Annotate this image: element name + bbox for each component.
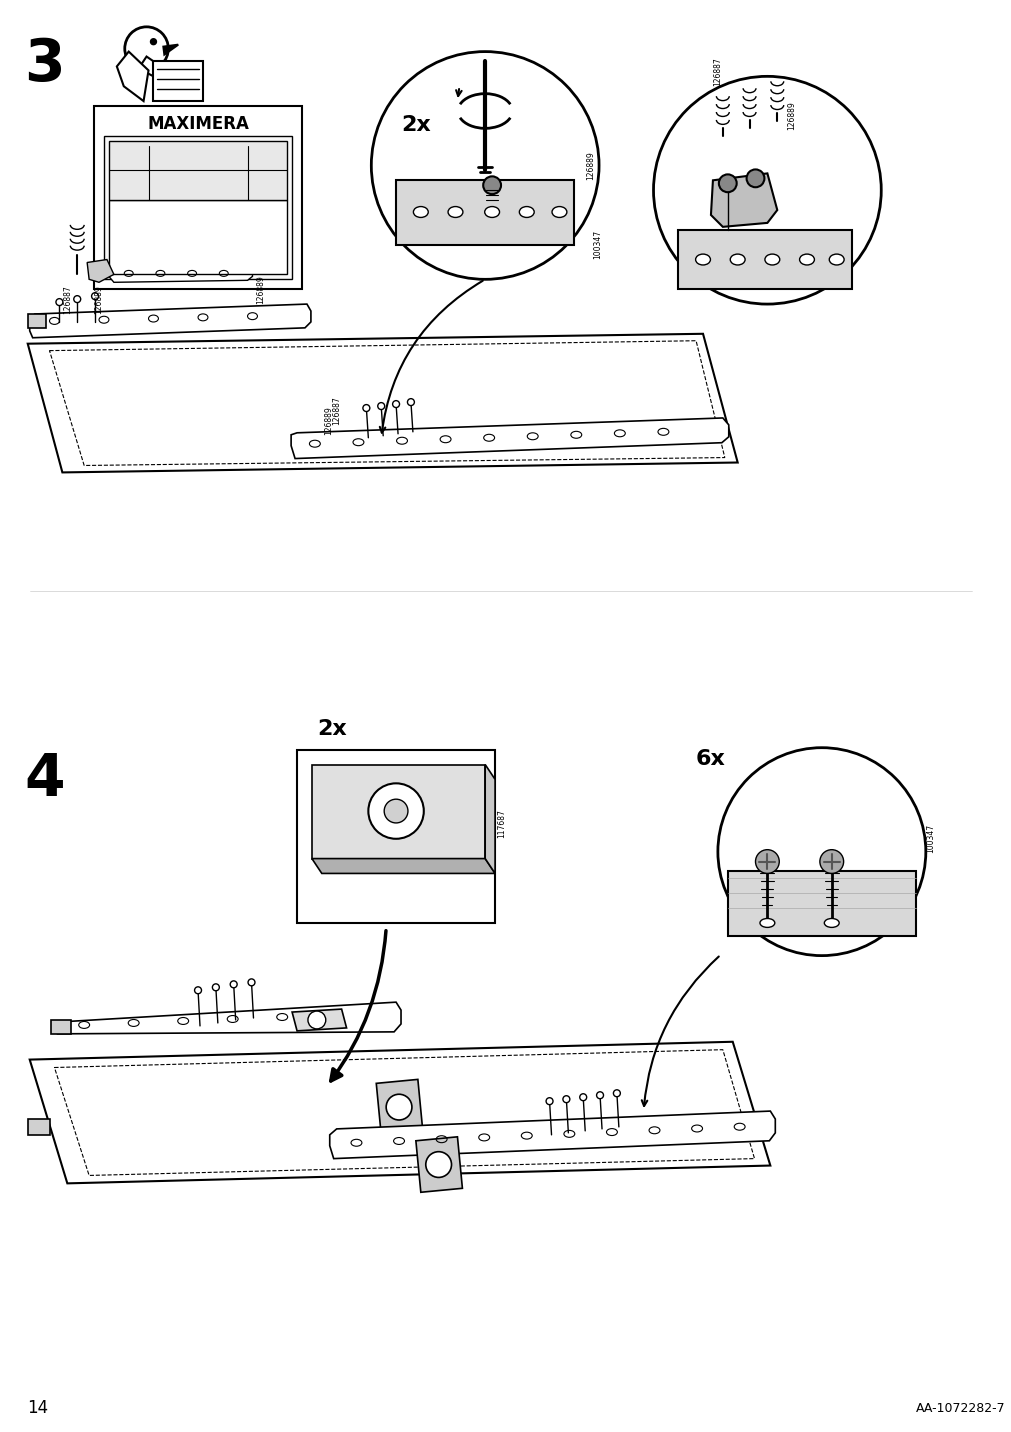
Ellipse shape [730,253,744,265]
Circle shape [613,1090,620,1097]
Polygon shape [29,304,310,338]
Bar [677,229,850,289]
Circle shape [212,984,219,991]
Polygon shape [376,1080,423,1134]
Text: 126889: 126889 [256,275,265,304]
Polygon shape [330,1111,774,1158]
Circle shape [746,169,763,188]
Bar [52,1020,71,1034]
Polygon shape [55,1002,400,1034]
Text: 126889: 126889 [324,407,333,435]
Circle shape [426,1151,451,1177]
Text: 6x: 6x [696,749,725,769]
Circle shape [124,27,168,70]
Circle shape [151,39,157,44]
Polygon shape [104,136,292,279]
Circle shape [371,52,599,279]
Bar [27,1118,50,1134]
Circle shape [384,799,407,823]
Polygon shape [139,56,168,76]
Circle shape [392,401,399,408]
Ellipse shape [551,206,566,218]
Polygon shape [292,1010,346,1031]
Polygon shape [87,259,114,282]
Polygon shape [311,765,484,859]
Text: 126887: 126887 [63,285,72,314]
Polygon shape [163,44,178,54]
Text: 126889: 126889 [586,152,595,180]
Polygon shape [311,859,494,874]
Polygon shape [291,418,728,458]
Circle shape [546,1098,552,1104]
Circle shape [307,1011,326,1030]
Circle shape [248,979,255,985]
Circle shape [377,402,384,410]
Polygon shape [711,173,776,226]
Text: 3: 3 [24,36,65,93]
Text: 100347: 100347 [925,825,934,853]
Polygon shape [484,765,494,874]
Bar [727,872,915,937]
Polygon shape [29,1041,769,1183]
Polygon shape [109,262,253,282]
Circle shape [579,1094,586,1101]
Text: 100347: 100347 [593,231,602,259]
Circle shape [386,1094,411,1120]
Circle shape [562,1095,569,1103]
Circle shape [482,176,500,195]
Circle shape [229,981,237,988]
Circle shape [194,987,201,994]
Text: 2x: 2x [316,719,346,739]
Circle shape [407,398,413,405]
Text: AA-1072282-7: AA-1072282-7 [915,1402,1004,1415]
Text: 14: 14 [27,1399,49,1418]
Circle shape [653,76,881,304]
Ellipse shape [764,253,779,265]
Text: MAXIMERA: MAXIMERA [147,115,249,133]
Bar [297,750,494,924]
Ellipse shape [484,206,499,218]
Polygon shape [109,140,287,200]
Bar [395,180,573,245]
Text: 126887: 126887 [332,397,341,425]
Text: 126887: 126887 [713,57,722,86]
Text: 117687: 117687 [497,809,507,838]
Circle shape [92,292,98,299]
Circle shape [718,175,736,192]
Ellipse shape [519,206,534,218]
Bar [154,62,203,102]
Circle shape [363,405,369,411]
Circle shape [755,849,778,874]
Circle shape [56,299,63,305]
Polygon shape [116,52,149,102]
Ellipse shape [759,918,774,928]
Circle shape [717,748,925,955]
Circle shape [819,849,843,874]
Ellipse shape [828,253,843,265]
Text: 126889: 126889 [94,285,103,314]
Ellipse shape [412,206,428,218]
Ellipse shape [799,253,814,265]
Ellipse shape [448,206,462,218]
Bar [94,106,301,289]
Circle shape [368,783,424,839]
Text: 2x: 2x [400,115,431,135]
Circle shape [596,1091,603,1098]
Text: 126889: 126889 [787,102,796,130]
Bar [27,314,45,328]
Ellipse shape [824,918,838,928]
Circle shape [74,295,81,302]
Polygon shape [416,1137,462,1193]
Text: 4: 4 [24,750,65,808]
Polygon shape [109,200,287,275]
Polygon shape [27,334,737,473]
Ellipse shape [695,253,710,265]
